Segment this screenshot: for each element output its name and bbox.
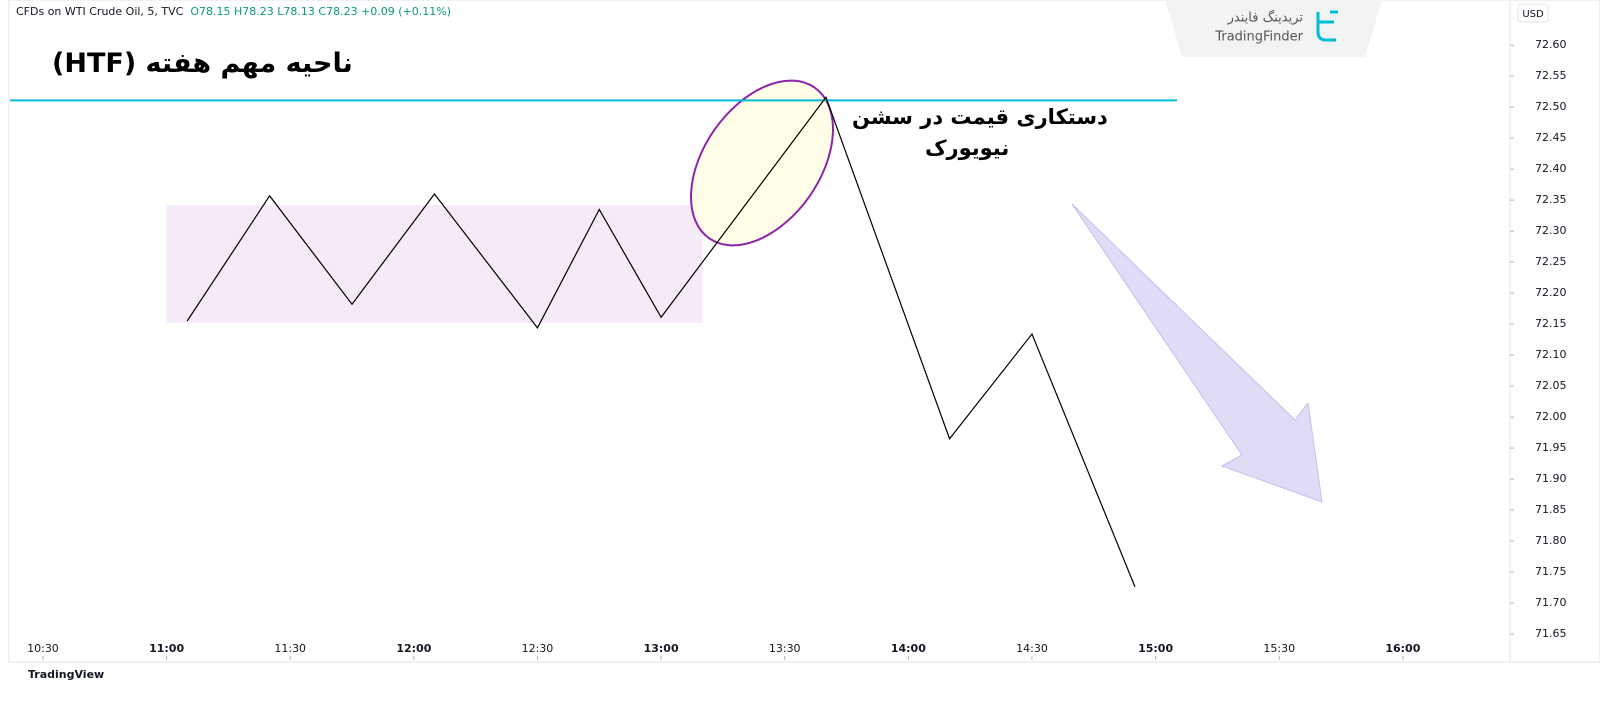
annotation: ناحیه مهم هفته (HTF)	[52, 48, 353, 79]
y-tick-label: 72.15	[1535, 317, 1567, 330]
low: L78.13	[277, 5, 315, 18]
y-tick-label: 71.90	[1535, 472, 1567, 485]
range-box	[166, 205, 703, 323]
x-tick-label: 11:00	[149, 642, 184, 655]
symbol: CFDs on WTI Crude Oil, 5, TVC	[16, 5, 184, 18]
y-tick-label: 71.95	[1535, 441, 1567, 454]
close: C78.23	[318, 5, 358, 18]
y-tick-label: 71.85	[1535, 503, 1567, 516]
currency-box	[1517, 3, 1549, 23]
y-tick-label: 72.00	[1535, 410, 1567, 423]
highlight-ellipse	[689, 79, 835, 247]
annotation: نیویورک	[925, 136, 1010, 160]
x-tick-label: 10:30	[27, 642, 59, 655]
chart-frame	[8, 0, 1600, 663]
symbol-header: CFDs on WTI Crude Oil, 5, TVC O78.15 H78…	[16, 5, 451, 18]
y-tick-label: 72.35	[1535, 193, 1567, 206]
x-tick-label: 14:00	[891, 642, 926, 655]
x-tick-label: 13:00	[644, 642, 679, 655]
change: +0.09 (+0.11%)	[361, 5, 452, 18]
x-tick-label: 15:30	[1263, 642, 1295, 655]
arrow	[1071, 203, 1323, 503]
y-tick-label: 72.30	[1535, 224, 1567, 237]
x-tick-label: 15:00	[1138, 642, 1173, 655]
logo-icon	[1316, 10, 1338, 42]
x-tick-label: 11:30	[274, 642, 306, 655]
y-tick-label: 72.50	[1535, 100, 1567, 113]
y-tick-label: 72.45	[1535, 131, 1567, 144]
high: H78.23	[234, 5, 274, 18]
y-tick-label: 71.70	[1535, 596, 1567, 609]
y-tick-label: 72.40	[1535, 162, 1567, 175]
x-tick-label: 13:30	[769, 642, 801, 655]
price-line	[186, 96, 1136, 588]
open: O78.15	[190, 5, 231, 18]
logo-bg	[1165, 0, 1382, 57]
y-tick-label: 72.05	[1535, 379, 1567, 392]
currency: USD	[1522, 9, 1544, 20]
y-tick-label: 72.55	[1535, 69, 1567, 82]
y-tick-label: 71.65	[1535, 627, 1567, 640]
x-tick-label: 12:00	[396, 642, 431, 655]
logo-en: TradingFinder	[1214, 30, 1303, 45]
footer: TradingView	[28, 668, 104, 681]
y-tick-label: 72.20	[1535, 286, 1567, 299]
y-tick-label: 71.80	[1535, 534, 1567, 547]
logo-fa: تریدینگ فایندر	[1227, 10, 1304, 26]
y-tick-label: 72.10	[1535, 348, 1567, 361]
y-tick-label: 72.60	[1535, 38, 1567, 51]
x-tick-label: 14:30	[1016, 642, 1048, 655]
y-tick-label: 71.75	[1535, 565, 1567, 578]
annotation: دستکاری قیمت در سشن	[852, 105, 1108, 129]
y-tick-label: 72.25	[1535, 255, 1567, 268]
x-tick-label: 16:00	[1385, 642, 1420, 655]
x-tick-label: 12:30	[522, 642, 554, 655]
